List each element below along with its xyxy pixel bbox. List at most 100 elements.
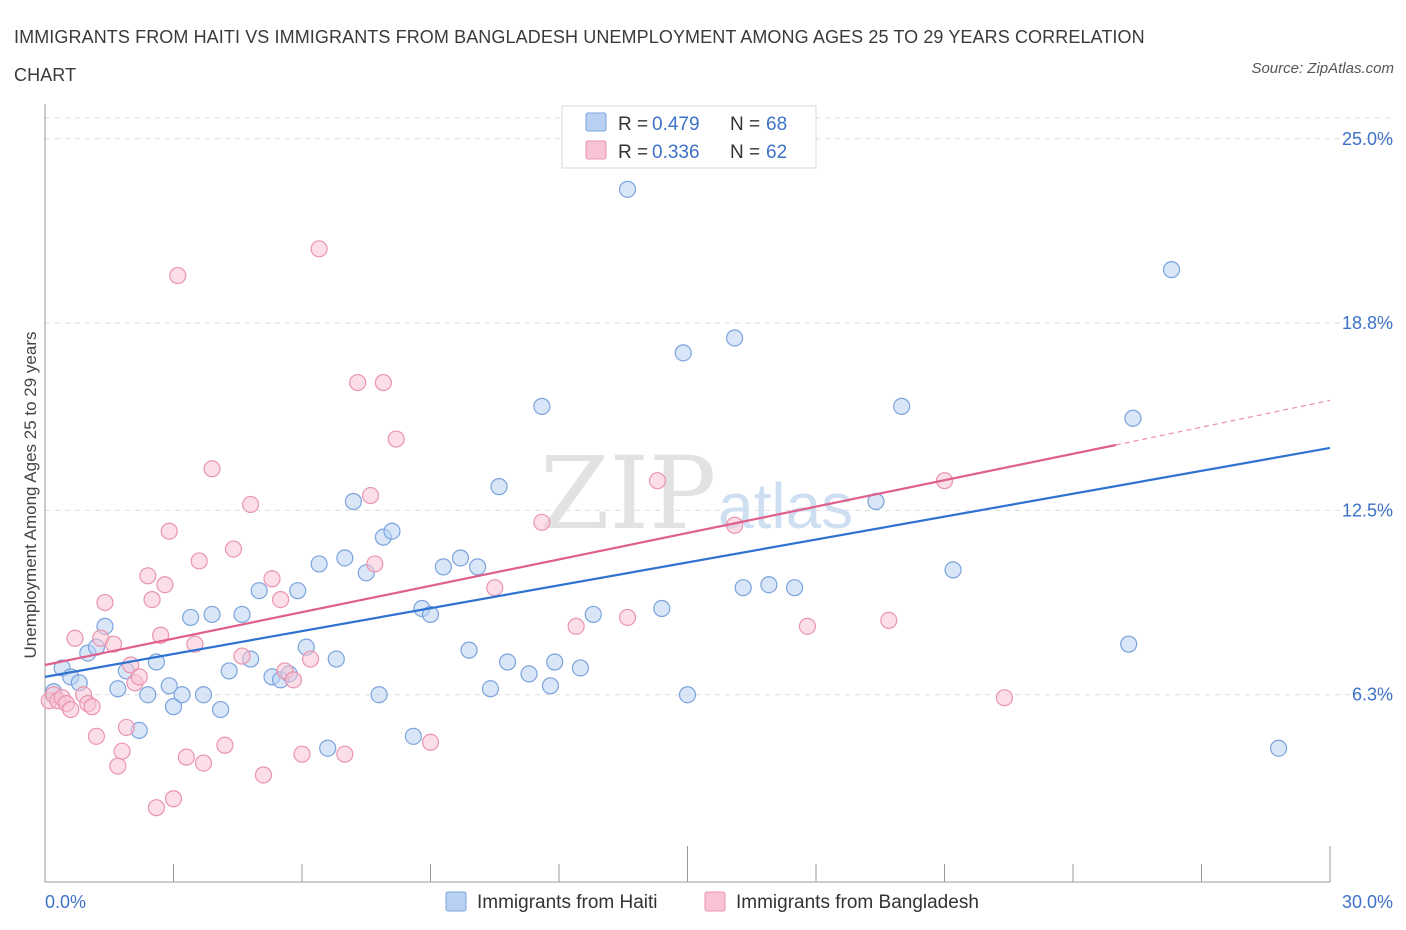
bangladesh-point-34 [224,540,243,558]
haiti-point-42 [460,641,478,659]
haiti-point-50 [546,653,564,671]
bangladesh-point-52 [486,579,504,597]
bangladesh-point-47 [361,486,380,505]
bangladesh-point-30 [190,552,208,570]
x-tick-label-0: 0.0% [45,892,86,912]
bangladesh-point-33 [216,736,234,754]
bottom-legend-label-bangladesh: Immigrants from Bangladesh [736,892,979,913]
bottom-legend-swatch-haiti [445,891,467,912]
trend-line-bangladesh [44,443,1117,667]
tick-labels: 6.3% 12.5% 18.8% 25.0% 0.0% 30.0% [45,129,1393,912]
bangladesh-point-37 [254,766,273,784]
bangladesh-point-15 [113,742,131,760]
haiti-point-43 [469,558,487,576]
bangladesh-point-46 [349,373,367,392]
bangladesh-point-56 [648,472,667,490]
bangladesh-point-16 [117,718,135,737]
bangladesh-point-5 [62,700,80,719]
legend-n-value-haiti: 68 [766,114,787,135]
haiti-point-49 [541,677,560,695]
haiti-point-19 [220,662,238,680]
legend-n-label-haiti: N = [730,114,760,135]
haiti-point-39 [421,605,440,624]
bangladesh-point-59 [880,611,898,629]
bangladesh-point-53 [533,513,551,531]
legend-r-value-haiti: 0.479 [652,114,700,135]
haiti-point-40 [434,558,452,576]
bangladesh-point-35 [233,647,251,665]
bangladesh-point-27 [169,266,187,285]
bangladesh-point-12 [96,593,114,612]
bangladesh-point-54 [567,617,585,635]
bangladesh-point-43 [301,650,320,668]
haiti-point-63 [944,561,962,579]
haiti-point-62 [893,397,911,415]
bangladesh-point-9 [83,698,101,716]
haiti-point-46 [499,653,517,671]
bangladesh-point-19 [130,668,148,686]
legend-box: R = 0.479 N = 68 R = 0.336 N = 62 [561,105,817,169]
series-bangladesh-points [40,240,1014,817]
bangladesh-point-51 [421,733,440,751]
haiti-point-31 [336,549,354,567]
y-tick-label-1: 12.5% [1342,500,1393,520]
haiti-point-60 [785,579,804,597]
legend-r-label-bangladesh: R = [618,142,648,163]
haiti-point-59 [760,576,778,594]
bottom-legend-swatch-bangladesh [704,891,726,912]
bangladesh-point-10 [87,727,106,745]
trend-line-bangladesh-extension [1115,399,1331,446]
bangladesh-point-58 [798,617,817,635]
legend-n-value-bangladesh: 62 [766,142,787,163]
chart-title: IMMIGRANTS FROM HAITI VS IMMIGRANTS FROM… [14,27,1145,85]
haiti-point-52 [584,605,602,624]
bangladesh-point-48 [366,555,384,573]
haiti-point-56 [678,686,697,704]
haiti-point-47 [520,665,538,683]
x-tick-label-1: 30.0% [1342,892,1393,912]
haiti-point-29 [319,739,337,757]
bangladesh-point-13 [104,635,123,653]
haiti-point-10 [139,686,157,704]
haiti-point-26 [289,582,307,600]
haiti-point-37 [404,727,422,745]
trend-line-haiti [44,446,1331,678]
haiti-point-28 [310,555,328,573]
bangladesh-point-36 [242,495,260,514]
haiti-point-48 [533,397,551,415]
bangladesh-point-50 [387,430,405,448]
bottom-legend: Immigrants from Haiti Immigrants from Ba… [445,891,979,913]
y-axis-label: Unemployment Among Ages 25 to 29 years [21,332,40,659]
legend-swatch-haiti [585,112,607,132]
haiti-point-20 [233,605,251,624]
legend-n-label-bangladesh: N = [730,142,760,163]
bangladesh-point-28 [177,748,195,766]
haiti-point-14 [173,686,191,704]
haiti-point-64 [1120,635,1138,653]
series-haiti-points [44,180,1288,757]
haiti-point-13 [164,698,183,716]
haiti-point-22 [250,582,268,600]
bangladesh-point-41 [284,671,303,689]
haiti-point-34 [370,686,388,704]
haiti-point-67 [1269,739,1288,757]
bangladesh-point-24 [156,576,174,594]
bangladesh-point-23 [152,626,170,644]
bangladesh-point-6 [66,629,84,647]
bangladesh-point-49 [374,373,392,392]
haiti-point-17 [203,605,221,624]
bangladesh-point-22 [147,799,165,817]
bangladesh-point-44 [310,240,328,258]
y-tick-label-3: 25.0% [1342,129,1393,149]
source-label: Source: ZipAtlas.com [1251,60,1394,77]
bangladesh-point-55 [618,608,637,627]
bangladesh-point-31 [194,754,213,772]
haiti-point-36 [383,522,401,540]
bangladesh-point-32 [203,460,221,478]
haiti-point-65 [1124,409,1142,427]
y-tick-label-0: 6.3% [1352,685,1393,705]
haiti-point-51 [571,659,590,677]
haiti-point-58 [734,579,752,597]
bangladesh-point-42 [293,745,311,763]
